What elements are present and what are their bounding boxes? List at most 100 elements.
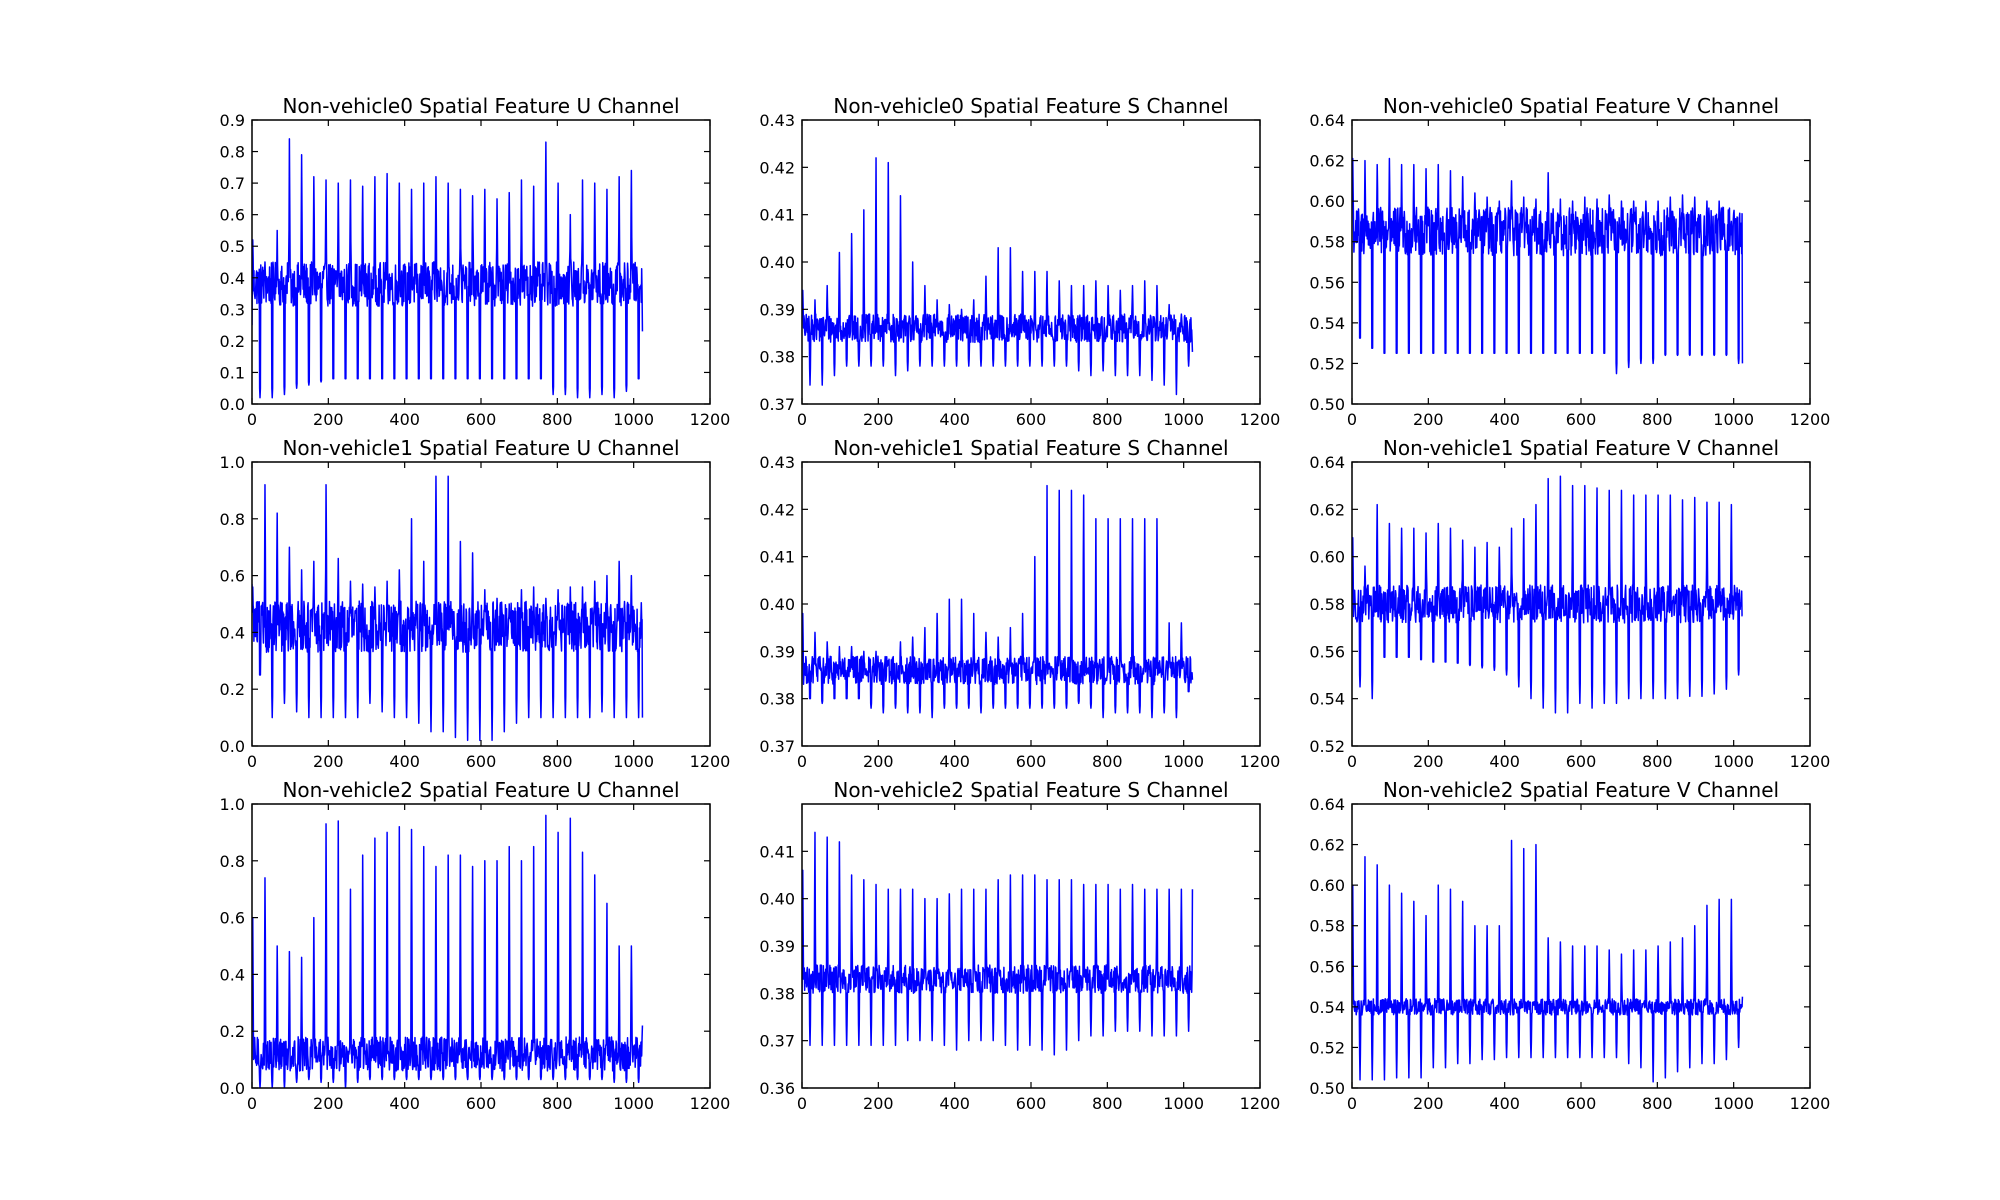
x-tick-label: 0	[1347, 1094, 1357, 1113]
subplot-4: 0 200 400 600 800 1000 1200 0.0 0.2 0.4 0.6 0.8 1.0 N…	[220, 436, 731, 771]
y-tick-label: 0.58	[1309, 595, 1345, 614]
x-tick-label: 600	[1016, 752, 1047, 771]
y-tick-label: 0.6	[220, 567, 245, 586]
x-tick-label: 800	[542, 752, 573, 771]
x-tick-label: 1200	[1790, 752, 1831, 771]
y-tick-label: 0.39	[759, 642, 795, 661]
x-tick-label: 1200	[690, 752, 731, 771]
y-tick-label: 0.8	[220, 143, 245, 162]
y-tick-label: 0.38	[759, 690, 795, 709]
x-tick-label: 400	[389, 1094, 420, 1113]
x-tick-label: 1000	[1163, 1094, 1204, 1113]
y-tick-label: 0.2	[220, 1022, 245, 1041]
y-tick-label: 0.43	[759, 453, 795, 472]
axes-frame	[801, 803, 1261, 1089]
x-tick-label: 800	[1642, 410, 1673, 429]
x-tick-label: 600	[1566, 410, 1597, 429]
series-line	[802, 484, 1194, 719]
chart-title: Non-vehicle2 Spatial Feature S Channel	[833, 778, 1228, 802]
y-tick-label: 0.4	[220, 269, 245, 288]
x-tick-label: 200	[863, 410, 894, 429]
y-tick-label: 0.1	[220, 363, 245, 382]
x-tick-label: 0	[247, 1094, 257, 1113]
y-tick-label: 0.4	[220, 965, 245, 984]
x-tick-label: 0	[797, 1094, 807, 1113]
x-tick-label: 1000	[1713, 1094, 1754, 1113]
y-tick-label: 0.56	[1309, 273, 1345, 292]
series-line	[1352, 157, 1744, 375]
x-tick-label: 600	[1016, 410, 1047, 429]
series-line	[802, 831, 1194, 1056]
y-tick-label: 0.2	[220, 680, 245, 699]
x-tick-label: 200	[313, 410, 344, 429]
y-tick-label: 0.41	[759, 842, 795, 861]
x-tick-label: 400	[1489, 1094, 1520, 1113]
chart-title: Non-vehicle0 Spatial Feature U Channel	[282, 94, 679, 118]
subplot-3: 0 200 400 600 800 1000 1200 0.50 0.52 0.54 0.56 0.5…	[1309, 94, 1830, 429]
x-tick-label: 1000	[1163, 410, 1204, 429]
y-tick-label: 0.50	[1309, 1079, 1345, 1098]
x-tick-label: 1200	[690, 410, 731, 429]
x-tick-label: 600	[466, 410, 497, 429]
subplot-1: 0 200 400 600 800 1000 1200 0.0 0.1 0.2 0.3 0.4 0.5 0…	[220, 94, 731, 429]
y-tick-label: 0.41	[759, 548, 795, 567]
y-tick-label: 0.37	[759, 737, 795, 756]
x-tick-label: 1200	[1240, 752, 1281, 771]
y-tick-label: 0.40	[759, 253, 795, 272]
series-line	[252, 814, 644, 1088]
y-tick-label: 0.52	[1309, 737, 1345, 756]
x-tick-label: 400	[1489, 752, 1520, 771]
y-tick-label: 0.37	[759, 1032, 795, 1051]
y-tick-label: 0.37	[759, 395, 795, 414]
y-tick-label: 0.40	[759, 890, 795, 909]
y-tick-label: 0.7	[220, 174, 245, 193]
x-tick-label: 0	[247, 410, 257, 429]
x-tick-label: 1200	[1790, 1094, 1831, 1113]
y-tick-label: 0.62	[1309, 500, 1345, 519]
x-tick-label: 0	[1347, 752, 1357, 771]
y-tick-label: 0.3	[220, 300, 245, 319]
y-tick-label: 0.58	[1309, 917, 1345, 936]
x-tick-label: 200	[1413, 752, 1444, 771]
y-tick-label: 0.52	[1309, 354, 1345, 373]
x-tick-label: 600	[1016, 1094, 1047, 1113]
x-tick-label: 600	[466, 1094, 497, 1113]
chart-title: Non-vehicle2 Spatial Feature U Channel	[282, 778, 679, 802]
series-line	[1352, 839, 1744, 1083]
x-tick-label: 1000	[613, 1094, 654, 1113]
y-tick-label: 0.42	[759, 500, 795, 519]
x-tick-label: 0	[1347, 410, 1357, 429]
y-tick-label: 0.8	[220, 510, 245, 529]
x-tick-label: 200	[313, 1094, 344, 1113]
y-tick-label: 0.54	[1309, 314, 1345, 333]
subplot-9: 0 200 400 600 800 1000 1200 0.50 0.52 0.54 0.56 0.5…	[1309, 778, 1830, 1113]
y-tick-label: 0.6	[220, 206, 245, 225]
x-tick-label: 1000	[613, 752, 654, 771]
y-tick-label: 0.60	[1309, 876, 1345, 895]
chart-title: Non-vehicle1 Spatial Feature V Channel	[1383, 436, 1779, 460]
x-tick-label: 1200	[1240, 410, 1281, 429]
x-tick-label: 800	[1092, 410, 1123, 429]
subplot-5: 0 200 400 600 800 1000 1200 0.37 0.38 0.39 0.40 0.4…	[759, 436, 1280, 771]
subplot-2: 0 200 400 600 800 1000 1200 0.37 0.38 0.39 0.40 0.4…	[759, 94, 1280, 429]
y-tick-label: 0.39	[759, 937, 795, 956]
x-tick-label: 200	[1413, 1094, 1444, 1113]
y-tick-label: 0.41	[759, 206, 795, 225]
chart-title: Non-vehicle0 Spatial Feature S Channel	[833, 94, 1228, 118]
subplot-8: 0 200 400 600 800 1000 1200 0.36 0.37 0.38 0.39 0.4…	[759, 778, 1280, 1113]
x-tick-label: 1200	[1790, 410, 1831, 429]
chart-title: Non-vehicle1 Spatial Feature U Channel	[282, 436, 679, 460]
y-tick-label: 0.56	[1309, 957, 1345, 976]
x-tick-label: 800	[542, 1094, 573, 1113]
x-tick-label: 400	[939, 410, 970, 429]
x-tick-label: 600	[466, 752, 497, 771]
chart-title: Non-vehicle1 Spatial Feature S Channel	[833, 436, 1228, 460]
y-tick-label: 0.4	[220, 623, 245, 642]
subplot-6: 0 200 400 600 800 1000 1200 0.52 0.54 0.56 0.58 0.6…	[1309, 436, 1830, 771]
y-tick-label: 1.0	[220, 453, 245, 472]
y-tick-label: 0.52	[1309, 1038, 1345, 1057]
x-tick-label: 1200	[690, 1094, 731, 1113]
y-tick-label: 0.8	[220, 852, 245, 871]
y-tick-label: 0.38	[759, 348, 795, 367]
